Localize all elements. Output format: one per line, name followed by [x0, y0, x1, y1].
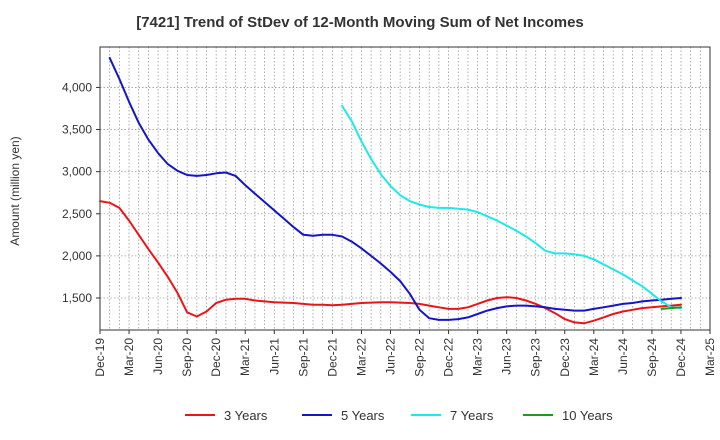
x-tick-label: Mar-25 [703, 338, 717, 376]
x-tick-label: Sep-24 [645, 338, 659, 377]
grid [99, 47, 711, 330]
x-tick-label: Mar-20 [122, 338, 136, 376]
x-tick-label: Jun-20 [151, 338, 165, 375]
y-tick-label: 3,000 [62, 165, 92, 179]
x-tick-label: Sep-22 [413, 338, 427, 377]
x-tick-label: Mar-22 [354, 338, 368, 376]
series-line-7-years [341, 105, 682, 310]
legend-label: 3 Years [224, 408, 268, 423]
plot-area-frame [99, 46, 711, 331]
x-tick-label: Mar-23 [471, 338, 485, 376]
y-tick-label: 1,500 [62, 291, 92, 305]
legend: 3 Years 5 Years 7 Years 10 Years [185, 408, 613, 423]
x-tick-label: Dec-23 [558, 338, 572, 377]
legend-label: 10 Years [562, 408, 613, 423]
x-tick-label: Dec-19 [93, 338, 107, 377]
x-tick-label: Dec-20 [209, 338, 223, 377]
legend-label: 5 Years [341, 408, 385, 423]
x-tick-label: Dec-21 [325, 338, 339, 377]
series-lines [99, 56, 682, 325]
y-axis: 1,500 2,000 2,500 3,000 3,500 4,000 [62, 80, 100, 305]
x-tick-label: Sep-23 [529, 338, 543, 377]
series-line-10-years [660, 306, 682, 310]
legend-label: 7 Years [450, 408, 494, 423]
x-tick-label: Jun-23 [500, 338, 514, 375]
x-tick-label: Jun-24 [616, 338, 630, 375]
y-axis-label: Amount (million yen) [8, 136, 22, 245]
chart-title: [7421] Trend of StDev of 12-Month Moving… [136, 14, 584, 31]
y-tick-label: 2,500 [62, 207, 92, 221]
x-tick-label: Sep-21 [296, 338, 310, 377]
y-tick-label: 4,000 [62, 80, 92, 94]
x-tick-label: Jun-21 [267, 338, 281, 375]
x-axis: Dec-19 Mar-20 Jun-20 Sep-20 Dec-20 Mar-21 Jun-… [93, 330, 717, 377]
series-line-3-years [99, 200, 682, 325]
x-tick-label: Mar-24 [587, 338, 601, 376]
x-tick-label: Sep-20 [180, 338, 194, 377]
x-tick-label: Jun-22 [383, 338, 397, 375]
x-tick-label: Dec-24 [674, 338, 688, 377]
series-line-5-years [108, 56, 682, 321]
x-tick-label: Dec-22 [442, 338, 456, 377]
x-tick-label: Mar-21 [238, 338, 252, 376]
y-tick-label: 2,000 [62, 249, 92, 263]
y-tick-label: 3,500 [62, 123, 92, 137]
